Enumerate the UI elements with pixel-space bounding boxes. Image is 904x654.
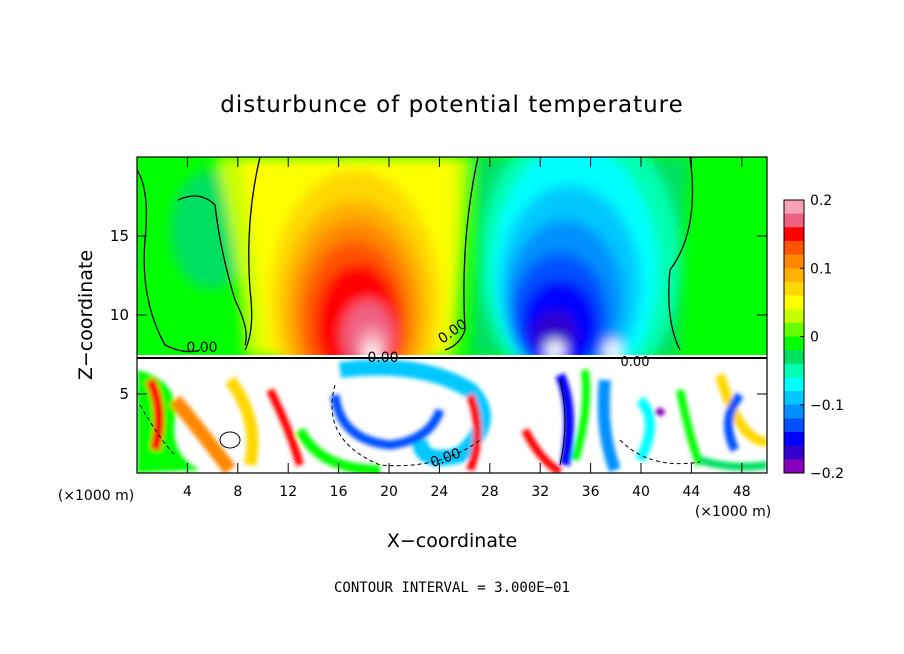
- colorbar-tick-label: 0.1: [810, 261, 832, 277]
- upper-field: [137, 157, 767, 357]
- colorbar-tick-label: 0.2: [810, 193, 832, 209]
- colorbar-swatch: [784, 350, 804, 365]
- x-unit-right: (×1000 m): [695, 504, 771, 520]
- contour-interval-note: CONTOUR INTERVAL = 3.000E−01: [334, 580, 570, 596]
- x-tick-label: 28: [481, 484, 499, 500]
- colorbar-swatch: [784, 268, 804, 283]
- y-tick-label: 10: [110, 306, 129, 324]
- colorbar-swatch: [784, 363, 804, 378]
- colorbar: 0.2 0.1 0 −0.1 −0.2: [783, 193, 844, 482]
- colorbar-swatch: [784, 213, 804, 228]
- colorbar-swatch: [784, 295, 804, 310]
- colorbar-swatch: [784, 445, 804, 460]
- colorbar-swatch: [784, 336, 804, 351]
- chart-title: disturbunce of potential temperature: [220, 92, 684, 118]
- x-tick-label: 4: [183, 484, 192, 500]
- colorbar-tick-label: −0.2: [810, 466, 844, 482]
- colorbar-swatch: [784, 404, 804, 419]
- colorbar-swatch: [784, 254, 804, 269]
- x-axis: 4 8 12 16 20 24 28 32 36 40 44 48: [183, 157, 751, 500]
- x-axis-label: X−coordinate: [387, 530, 517, 552]
- colorbar-swatch: [784, 391, 804, 406]
- zero-contours: [137, 157, 694, 353]
- contour-label: 0.00: [621, 355, 650, 370]
- colorbar-swatch: [784, 200, 804, 215]
- plot-area: 0.00 0.00 0.00 0.00 0.00: [136, 156, 768, 474]
- x-tick-label: 44: [682, 484, 700, 500]
- colorbar-swatch: [784, 418, 804, 433]
- x-tick-label: 48: [733, 484, 751, 500]
- colorbar-swatch: [784, 309, 804, 324]
- contour-label: 0.00: [186, 340, 217, 356]
- colorbar-swatch: [784, 377, 804, 392]
- lower-field: [137, 355, 767, 473]
- x-tick-label: 20: [380, 484, 398, 500]
- y-axis: 5 10 15: [110, 227, 767, 403]
- x-unit-left: (×1000 m): [58, 488, 134, 504]
- turbulent-contours: [137, 357, 767, 467]
- contour-label: 0.00: [367, 350, 398, 366]
- y-axis-label: Z−coordinate: [75, 250, 97, 380]
- y-tick-label: 5: [119, 385, 129, 403]
- x-tick-label: 24: [430, 484, 448, 500]
- colorbar-swatch: [784, 240, 804, 256]
- colorbar-swatch: [784, 432, 804, 447]
- colorbar-swatch: [784, 227, 804, 242]
- x-tick-label: 12: [279, 484, 297, 500]
- x-tick-label: 40: [632, 484, 650, 500]
- x-tick-label: 16: [330, 484, 348, 500]
- colorbar-tick-label: −0.1: [810, 398, 844, 414]
- y-tick-label: 15: [110, 227, 129, 245]
- x-tick-label: 32: [531, 484, 549, 500]
- colorbar-tick-label: 0: [810, 330, 819, 346]
- x-tick-label: 36: [582, 484, 600, 500]
- colorbar-swatch: [784, 459, 804, 474]
- x-tick-label: 8: [233, 484, 242, 500]
- colorbar-swatch: [784, 322, 804, 337]
- colorbar-swatch: [784, 281, 804, 297]
